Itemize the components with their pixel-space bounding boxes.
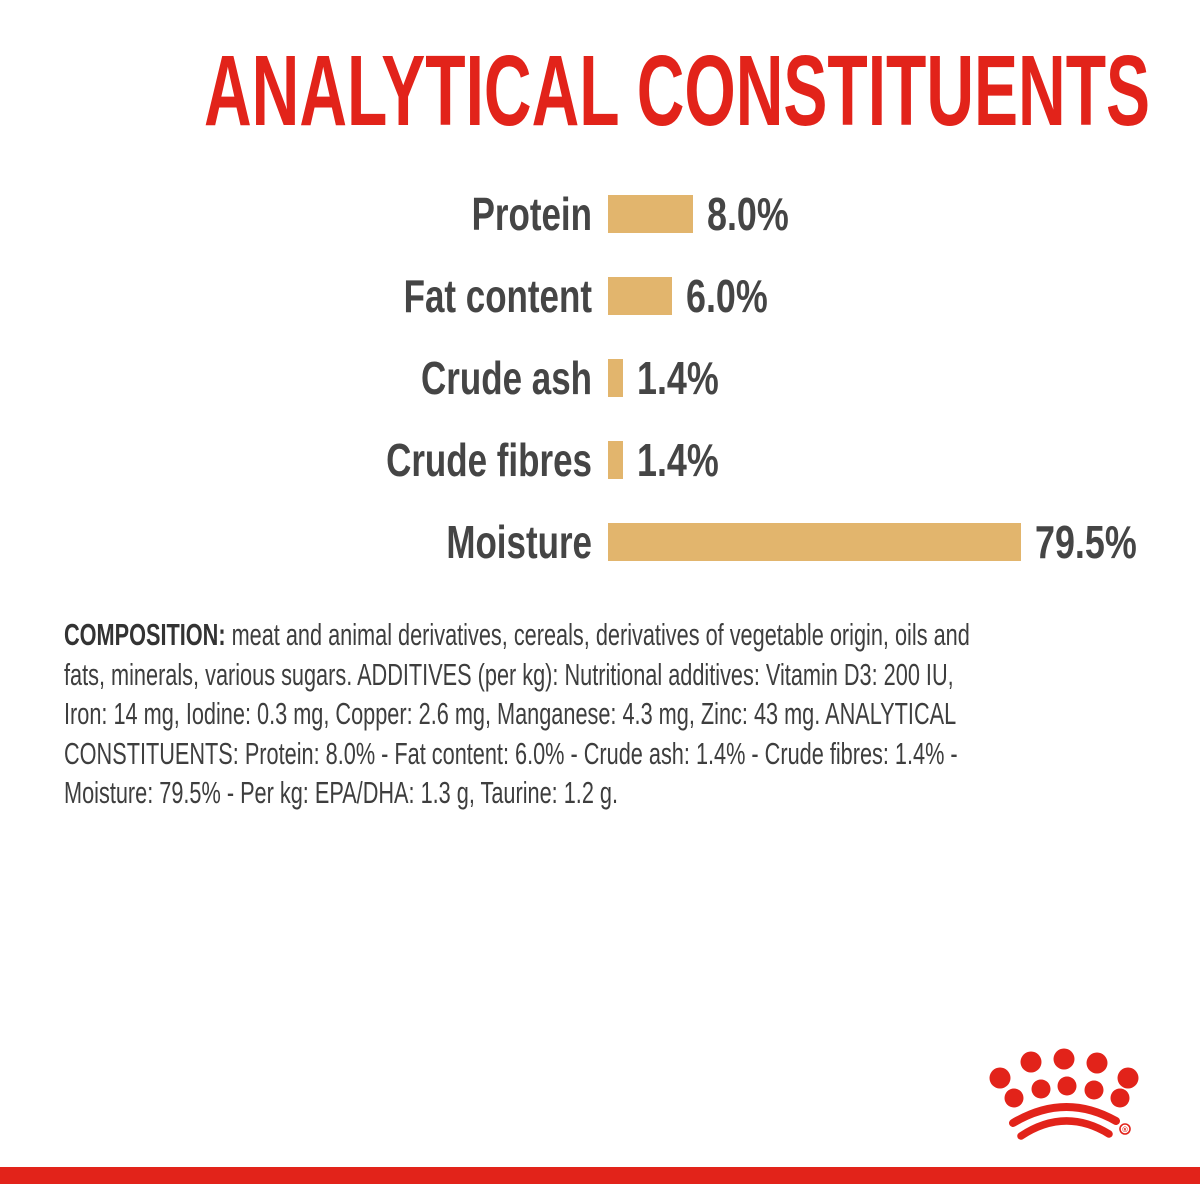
- bar-track: 8.0%: [608, 187, 812, 241]
- chart-row-crude-ash: Crude ash 1.4%: [0, 337, 1200, 419]
- protein-bar: [608, 195, 693, 233]
- composition-line: Iron: 14 mg, Iodine: 0.3 mg, Copper: 2.6…: [64, 696, 957, 731]
- chart-row-fat-content: Fat content 6.0%: [0, 255, 1200, 337]
- bar-label: Crude fibres: [386, 434, 592, 486]
- chart-row-moisture: Moisture 79.5%: [0, 501, 1200, 583]
- bar-value: 8.0%: [706, 188, 789, 240]
- bar-value: 79.5%: [1035, 516, 1137, 568]
- bar-track: 6.0%: [608, 269, 790, 323]
- composition-line: COMPOSITION: meat and animal derivatives…: [64, 615, 970, 655]
- bar-label: Fat content: [403, 270, 592, 322]
- registered-trademark-icon: ®: [1119, 1123, 1131, 1135]
- fat-content-bar: [608, 277, 672, 315]
- bar-label: Protein: [471, 188, 592, 240]
- chart-row-crude-fibres: Crude fibres 1.4%: [0, 419, 1200, 501]
- bar-track: 1.4%: [608, 433, 742, 487]
- bar-value: 6.0%: [685, 270, 768, 322]
- composition-line: fats, minerals, various sugars. ADDITIVE…: [64, 656, 954, 692]
- moisture-bar: [608, 523, 1021, 561]
- bar-label: Moisture: [446, 516, 592, 568]
- bar-track: 1.4%: [608, 351, 742, 405]
- crude-fibres-bar: [608, 441, 623, 479]
- analytical-constituents-chart: Protein 8.0% Fat content 6.0% Crude ash …: [0, 173, 1200, 583]
- crude-ash-bar: [608, 359, 623, 397]
- bar-value: 1.4%: [636, 352, 719, 404]
- composition-text: meat and animal derivatives, cereals, de…: [231, 617, 970, 652]
- composition-line: Moisture: 79.5% - Per kg: EPA/DHA: 1.3 g…: [64, 775, 619, 810]
- composition-line: CONSTITUENTS: Protein: 8.0% - Fat conten…: [64, 735, 958, 771]
- bar-label: Crude ash: [421, 352, 592, 404]
- composition-paragraph: COMPOSITION: meat and animal derivatives…: [64, 615, 1184, 813]
- royal-canin-crown-logo-icon: ®: [989, 1048, 1139, 1140]
- svg-text:®: ®: [1122, 1125, 1128, 1134]
- composition-heading: COMPOSITION:: [64, 617, 226, 652]
- page-title: ANALYTICAL CONSTITUENTS: [203, 35, 1151, 147]
- chart-row-protein: Protein 8.0%: [0, 173, 1200, 255]
- brand-red-band: [0, 1167, 1200, 1184]
- bar-value: 1.4%: [636, 434, 719, 486]
- bar-track: 79.5%: [608, 515, 1165, 569]
